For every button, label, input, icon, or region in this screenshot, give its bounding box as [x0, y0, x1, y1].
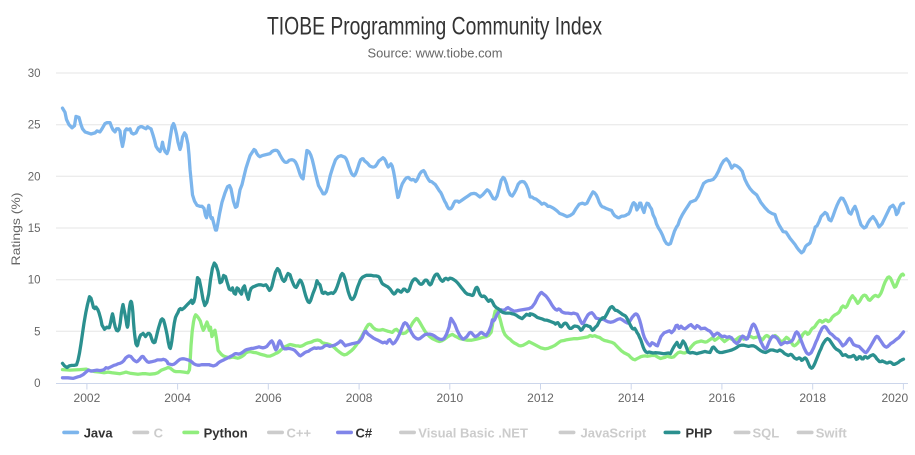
svg-text:Python: Python: [204, 425, 248, 440]
svg-text:2004: 2004: [164, 391, 191, 405]
svg-text:2014: 2014: [618, 391, 645, 405]
svg-text:2006: 2006: [255, 391, 282, 405]
svg-text:15: 15: [28, 223, 41, 235]
svg-text:SQL: SQL: [753, 425, 780, 440]
svg-text:PHP: PHP: [686, 425, 713, 440]
svg-text:Visual Basic .NET: Visual Basic .NET: [418, 425, 528, 440]
svg-text:JavaScript: JavaScript: [581, 425, 647, 440]
svg-text:0: 0: [34, 378, 40, 390]
svg-text:C#: C#: [356, 425, 373, 440]
svg-text:2002: 2002: [74, 391, 101, 405]
svg-text:30: 30: [28, 68, 41, 80]
svg-text:25: 25: [28, 120, 41, 132]
svg-text:Ratings (%): Ratings (%): [9, 193, 23, 266]
svg-text:C: C: [154, 425, 164, 440]
svg-text:Java: Java: [84, 425, 114, 440]
svg-text:Source: www.tiobe.com: Source: www.tiobe.com: [368, 46, 503, 61]
svg-text:Swift: Swift: [816, 425, 848, 440]
svg-text:2010: 2010: [436, 391, 463, 405]
svg-text:2020: 2020: [881, 391, 908, 405]
svg-text:C++: C++: [287, 425, 312, 440]
svg-text:20: 20: [28, 171, 41, 183]
svg-text:2018: 2018: [799, 391, 826, 405]
svg-text:2016: 2016: [709, 391, 736, 405]
svg-text:10: 10: [28, 275, 41, 287]
svg-text:2008: 2008: [346, 391, 373, 405]
svg-text:TIOBE Programming Community In: TIOBE Programming Community Index: [267, 13, 602, 41]
svg-text:5: 5: [34, 326, 40, 338]
svg-text:2012: 2012: [527, 391, 554, 405]
